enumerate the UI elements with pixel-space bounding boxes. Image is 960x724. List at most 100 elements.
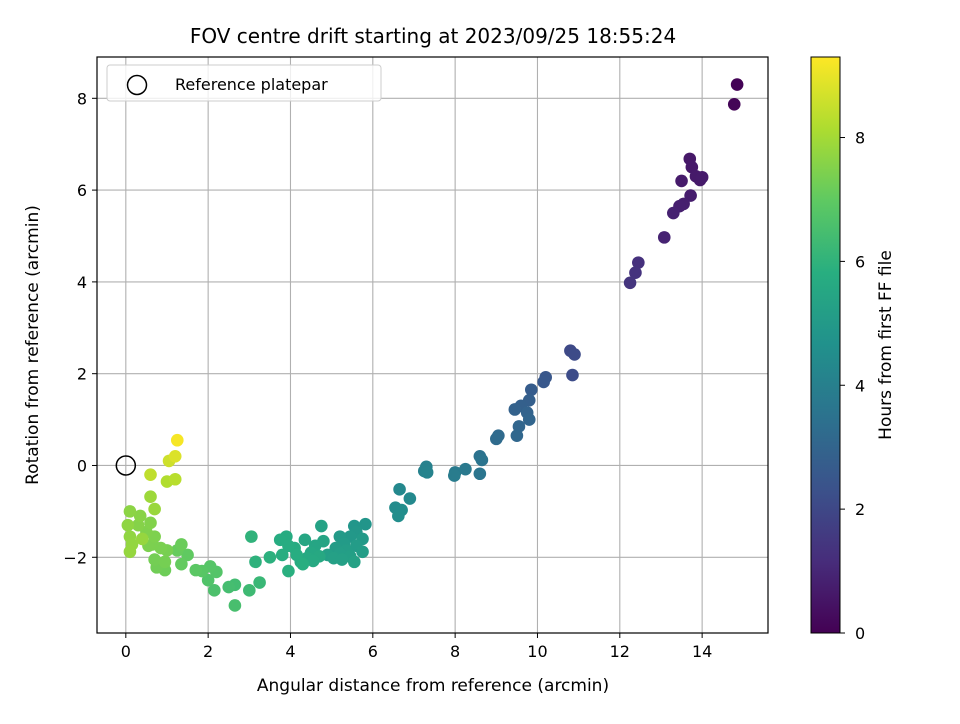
data-point [296, 557, 310, 571]
data-point [356, 545, 369, 559]
data-point [510, 429, 524, 442]
data-point [335, 553, 349, 566]
colorbar-tick-label: 0 [855, 624, 865, 643]
y-tick-label: 0 [77, 456, 87, 475]
data-point [459, 462, 472, 476]
legend-entry: Reference platepar [175, 75, 328, 94]
data-point [148, 502, 161, 516]
legend-box [106, 64, 382, 102]
colorbar-tick-label: 4 [855, 376, 865, 395]
data-point [208, 584, 221, 597]
data-point [473, 467, 487, 481]
data-point [275, 548, 289, 562]
colorbar-ticks: 0 2 4 6 8 [840, 129, 865, 643]
colorbar-gradient [810, 56, 841, 634]
x-tick-label: 6 [368, 642, 378, 661]
plot-frame [96, 56, 769, 634]
data-point [727, 97, 741, 111]
x-tick-label: 2 [203, 642, 213, 661]
data-point [629, 266, 642, 280]
grid [97, 57, 768, 633]
data-point [537, 375, 550, 389]
data-point [667, 206, 680, 220]
data-point [420, 466, 434, 479]
data-point [403, 492, 417, 505]
colorbar-tick-label: 2 [855, 500, 865, 519]
legend: Reference platepar [106, 64, 382, 102]
data-point [123, 505, 137, 518]
x-axis-ticks: 0 2 4 6 8 10 12 14 [121, 633, 712, 661]
y-tick-label: 8 [77, 89, 87, 108]
data-point [508, 403, 522, 416]
data-point [290, 548, 303, 562]
data-point [632, 256, 645, 269]
x-tick-label: 12 [610, 642, 630, 661]
data-point [222, 580, 236, 594]
data-point [522, 413, 536, 426]
colorbar-tick-label: 6 [855, 252, 865, 271]
data-point [148, 553, 161, 566]
data-point [315, 519, 328, 533]
legend-marker [126, 74, 148, 96]
data-point [175, 538, 188, 551]
data-point [282, 539, 295, 553]
reference-marker [115, 455, 137, 476]
y-axis-ticks: −2 0 2 4 6 8 [63, 89, 97, 567]
data-point [181, 548, 194, 562]
data-point [684, 189, 697, 202]
colorbar: 0 2 4 6 8 Hours from first FF file [810, 56, 896, 643]
data-point [359, 517, 372, 531]
x-tick-label: 14 [692, 642, 712, 661]
data-point [170, 433, 184, 447]
data-point [448, 469, 461, 482]
data-point [730, 78, 744, 91]
data-point [245, 530, 258, 543]
y-tick-label: 2 [77, 365, 87, 384]
colorbar-label: Hours from first FF file [876, 250, 896, 440]
data-point [133, 509, 147, 523]
data-point [144, 468, 157, 481]
data-point [393, 483, 406, 496]
x-tick-label: 8 [450, 642, 460, 661]
y-tick-label: 4 [77, 273, 87, 292]
x-tick-label: 10 [527, 642, 547, 661]
x-axis-label: Angular distance from reference (arcmin) [257, 676, 609, 696]
y-tick-label: 6 [77, 181, 87, 200]
data-point [298, 533, 312, 547]
x-tick-label: 4 [285, 642, 295, 661]
data-point [144, 516, 157, 530]
data-points [121, 78, 744, 612]
data-point [249, 555, 262, 569]
data-point [657, 231, 671, 244]
data-point [623, 276, 637, 290]
data-point [490, 432, 503, 446]
data-point [189, 563, 203, 577]
data-point [121, 518, 135, 532]
data-point [144, 490, 157, 503]
data-point [168, 472, 182, 486]
colorbar-tick-label: 8 [855, 129, 865, 148]
y-axis-label: Rotation from reference (arcmin) [23, 205, 43, 485]
data-point [228, 599, 242, 612]
data-point [243, 584, 256, 597]
data-point [135, 532, 149, 546]
data-point [566, 368, 579, 382]
data-point [175, 557, 188, 571]
y-tick-label: −2 [63, 548, 87, 567]
data-point [392, 509, 405, 523]
data-point [675, 174, 688, 188]
data-point [306, 554, 320, 568]
data-point [123, 545, 137, 559]
data-point [282, 564, 295, 578]
data-point [695, 170, 709, 184]
data-point [263, 550, 277, 564]
chart-title: FOV centre drift starting at 2023/09/25 … [190, 24, 676, 48]
data-point [475, 453, 489, 467]
data-point [524, 383, 538, 397]
data-point [568, 348, 581, 361]
x-tick-label: 0 [121, 642, 131, 661]
data-point [158, 555, 172, 569]
data-point [168, 449, 182, 463]
data-point [347, 555, 361, 569]
